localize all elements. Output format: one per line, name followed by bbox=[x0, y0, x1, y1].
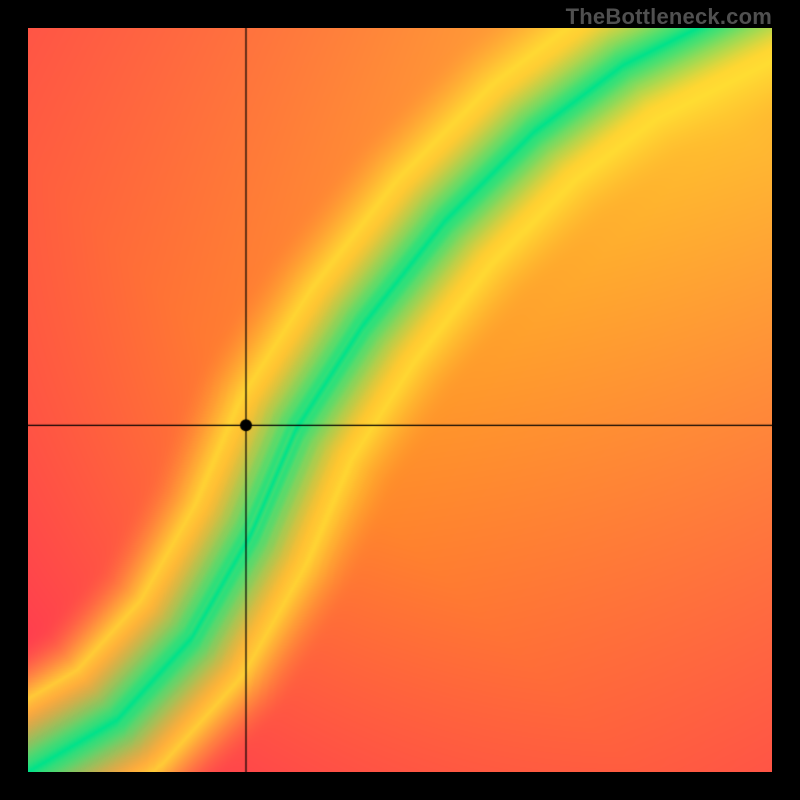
plot-area bbox=[28, 28, 772, 772]
watermark-text: TheBottleneck.com bbox=[566, 4, 772, 30]
heatmap-canvas bbox=[28, 28, 772, 772]
chart-frame: TheBottleneck.com bbox=[0, 0, 800, 800]
